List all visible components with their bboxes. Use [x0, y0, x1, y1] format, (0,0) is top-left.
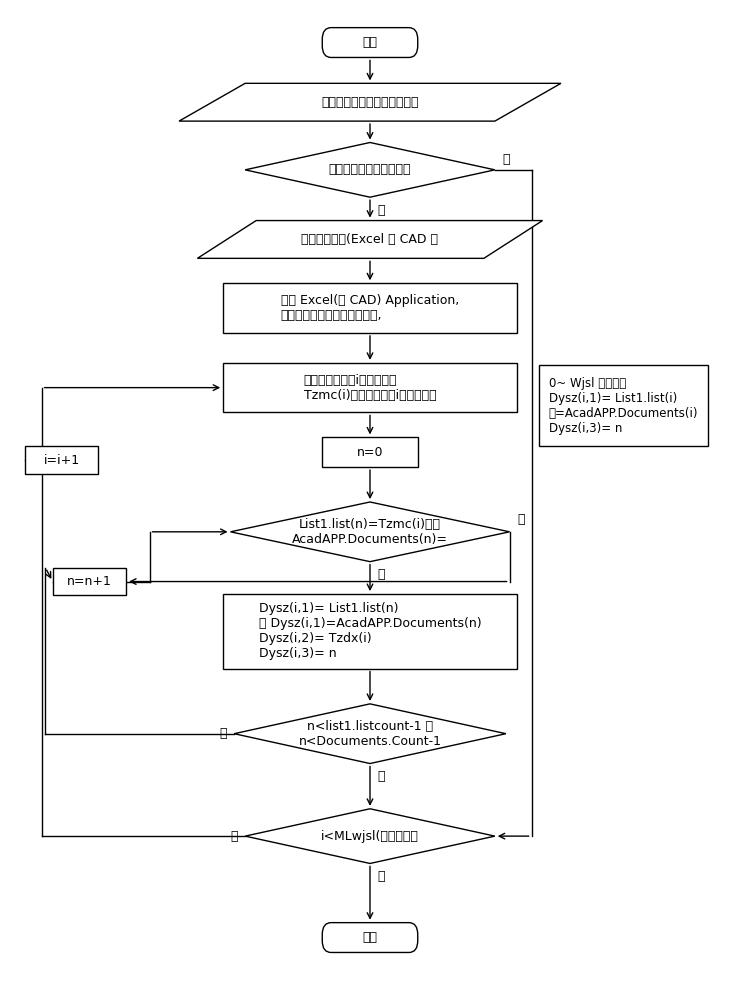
- Bar: [223, 283, 517, 333]
- Text: 是否按图样目录顺序打印: 是否按图样目录顺序打印: [329, 163, 411, 176]
- FancyBboxPatch shape: [322, 923, 418, 952]
- Text: 是: 是: [377, 204, 385, 217]
- Text: i=i+1: i=i+1: [44, 454, 80, 467]
- Bar: [25, 446, 98, 474]
- Text: n=n+1: n=n+1: [67, 575, 112, 588]
- Text: 否: 否: [377, 770, 385, 783]
- Text: n=0: n=0: [357, 446, 383, 459]
- Polygon shape: [245, 809, 495, 863]
- Polygon shape: [234, 704, 506, 764]
- Text: 0~ Wjsl 依次赋值
Dysz(i,1)= List1.list(i)
或=AcadAPP.Documents(i)
Dysz(i,3)= n: 0~ Wjsl 依次赋值 Dysz(i,1)= List1.list(i) 或=…: [548, 377, 698, 435]
- Text: Dysz(i,1)= List1.list(n)
或 Dysz(i,1)=AcadAPP.Documents(n)
Dysz(i,2)= Tzdx(i)
Dys: Dysz(i,1)= List1.list(n) 或 Dysz(i,1)=Aca…: [259, 602, 481, 660]
- Bar: [53, 568, 126, 595]
- Text: 选择打印对象、指定顺序方式: 选择打印对象、指定顺序方式: [321, 96, 419, 109]
- Polygon shape: [245, 142, 495, 197]
- Text: 否: 否: [502, 153, 510, 166]
- Polygon shape: [179, 83, 561, 121]
- Text: i<MLwjsl(目录文件数: i<MLwjsl(目录文件数: [321, 830, 419, 843]
- Text: 开始: 开始: [363, 36, 377, 49]
- Text: n<list1.listcount-1 或
n<Documents.Count-1: n<list1.listcount-1 或 n<Documents.Count-…: [298, 720, 442, 748]
- Text: 读取目录名称列i行图纸名称
Tzmc(i)，图纸大小列i行图纸大小: 读取目录名称列i行图纸名称 Tzmc(i)，图纸大小列i行图纸大小: [303, 374, 437, 402]
- Text: 否: 否: [377, 870, 385, 883]
- Text: 是: 是: [230, 830, 238, 843]
- Text: 指定图样目录(Excel 或 CAD 格: 指定图样目录(Excel 或 CAD 格: [301, 233, 439, 246]
- Text: 否: 否: [517, 513, 525, 526]
- Bar: [223, 363, 517, 412]
- Text: List1.list(n)=Tzmc(i)或者
AcadAPP.Documents(n)=: List1.list(n)=Tzmc(i)或者 AcadAPP.Document…: [292, 518, 448, 546]
- Bar: [223, 594, 517, 669]
- Text: 是: 是: [219, 727, 226, 740]
- Bar: [539, 365, 708, 446]
- Polygon shape: [230, 502, 510, 562]
- Text: 连接 Excel(或 CAD) Application,
读取目录地址并打开目录文件,: 连接 Excel(或 CAD) Application, 读取目录地址并打开目录…: [281, 294, 459, 322]
- Bar: [322, 437, 418, 467]
- Text: 结束: 结束: [363, 931, 377, 944]
- Polygon shape: [198, 221, 542, 258]
- FancyBboxPatch shape: [322, 28, 418, 57]
- Text: 是: 是: [377, 568, 385, 581]
